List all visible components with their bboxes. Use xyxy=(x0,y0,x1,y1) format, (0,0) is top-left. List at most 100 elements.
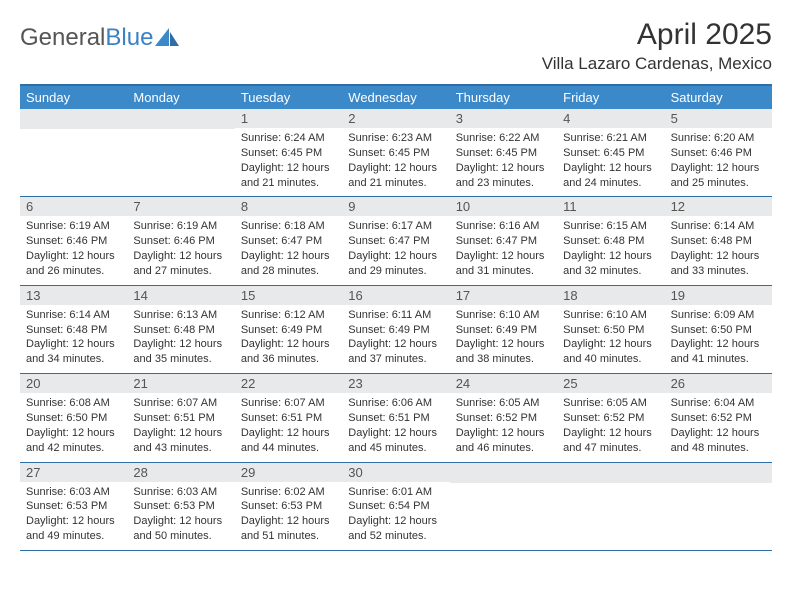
dow-sat: Saturday xyxy=(665,86,772,109)
day-body xyxy=(20,129,127,189)
day-cell: 26Sunrise: 6:04 AMSunset: 6:52 PMDayligh… xyxy=(665,374,772,461)
dow-sun: Sunday xyxy=(20,86,127,109)
day-body: Sunrise: 6:10 AMSunset: 6:50 PMDaylight:… xyxy=(557,305,664,373)
day-number: 22 xyxy=(235,374,342,393)
day-number: 18 xyxy=(557,286,664,305)
day-body: Sunrise: 6:05 AMSunset: 6:52 PMDaylight:… xyxy=(450,393,557,461)
day-number: 28 xyxy=(127,463,234,482)
day-number xyxy=(665,463,772,483)
day-cell: 15Sunrise: 6:12 AMSunset: 6:49 PMDayligh… xyxy=(235,286,342,373)
day-cell: 24Sunrise: 6:05 AMSunset: 6:52 PMDayligh… xyxy=(450,374,557,461)
day-body: Sunrise: 6:13 AMSunset: 6:48 PMDaylight:… xyxy=(127,305,234,373)
day-body xyxy=(127,129,234,189)
location: Villa Lazaro Cardenas, Mexico xyxy=(542,54,772,74)
day-cell xyxy=(665,463,772,550)
brand-logo: GeneralBlue xyxy=(20,18,179,52)
day-cell: 22Sunrise: 6:07 AMSunset: 6:51 PMDayligh… xyxy=(235,374,342,461)
day-cell: 12Sunrise: 6:14 AMSunset: 6:48 PMDayligh… xyxy=(665,197,772,284)
dow-wed: Wednesday xyxy=(342,86,449,109)
day-body: Sunrise: 6:19 AMSunset: 6:46 PMDaylight:… xyxy=(127,216,234,284)
day-number: 11 xyxy=(557,197,664,216)
day-cell: 10Sunrise: 6:16 AMSunset: 6:47 PMDayligh… xyxy=(450,197,557,284)
day-cell: 6Sunrise: 6:19 AMSunset: 6:46 PMDaylight… xyxy=(20,197,127,284)
day-cell: 2Sunrise: 6:23 AMSunset: 6:45 PMDaylight… xyxy=(342,109,449,196)
day-cell: 23Sunrise: 6:06 AMSunset: 6:51 PMDayligh… xyxy=(342,374,449,461)
day-number xyxy=(127,109,234,129)
day-body: Sunrise: 6:04 AMSunset: 6:52 PMDaylight:… xyxy=(665,393,772,461)
day-number: 13 xyxy=(20,286,127,305)
day-body: Sunrise: 6:12 AMSunset: 6:49 PMDaylight:… xyxy=(235,305,342,373)
day-body: Sunrise: 6:02 AMSunset: 6:53 PMDaylight:… xyxy=(235,482,342,550)
day-body: Sunrise: 6:01 AMSunset: 6:54 PMDaylight:… xyxy=(342,482,449,550)
day-number xyxy=(557,463,664,483)
dow-row: Sunday Monday Tuesday Wednesday Thursday… xyxy=(20,86,772,109)
day-cell: 18Sunrise: 6:10 AMSunset: 6:50 PMDayligh… xyxy=(557,286,664,373)
day-cell: 29Sunrise: 6:02 AMSunset: 6:53 PMDayligh… xyxy=(235,463,342,550)
title-block: April 2025 Villa Lazaro Cardenas, Mexico xyxy=(542,18,772,74)
day-number: 17 xyxy=(450,286,557,305)
day-body: Sunrise: 6:14 AMSunset: 6:48 PMDaylight:… xyxy=(20,305,127,373)
day-body: Sunrise: 6:17 AMSunset: 6:47 PMDaylight:… xyxy=(342,216,449,284)
calendar: Sunday Monday Tuesday Wednesday Thursday… xyxy=(20,84,772,551)
week-row: 20Sunrise: 6:08 AMSunset: 6:50 PMDayligh… xyxy=(20,374,772,462)
day-body: Sunrise: 6:16 AMSunset: 6:47 PMDaylight:… xyxy=(450,216,557,284)
week-row: 1Sunrise: 6:24 AMSunset: 6:45 PMDaylight… xyxy=(20,109,772,197)
day-body: Sunrise: 6:22 AMSunset: 6:45 PMDaylight:… xyxy=(450,128,557,196)
day-body: Sunrise: 6:14 AMSunset: 6:48 PMDaylight:… xyxy=(665,216,772,284)
day-body: Sunrise: 6:23 AMSunset: 6:45 PMDaylight:… xyxy=(342,128,449,196)
day-body: Sunrise: 6:15 AMSunset: 6:48 PMDaylight:… xyxy=(557,216,664,284)
day-number: 24 xyxy=(450,374,557,393)
day-body: Sunrise: 6:08 AMSunset: 6:50 PMDaylight:… xyxy=(20,393,127,461)
day-number: 1 xyxy=(235,109,342,128)
day-body: Sunrise: 6:06 AMSunset: 6:51 PMDaylight:… xyxy=(342,393,449,461)
day-number: 25 xyxy=(557,374,664,393)
day-number: 29 xyxy=(235,463,342,482)
day-cell xyxy=(450,463,557,550)
day-cell xyxy=(20,109,127,196)
day-cell: 13Sunrise: 6:14 AMSunset: 6:48 PMDayligh… xyxy=(20,286,127,373)
day-number: 10 xyxy=(450,197,557,216)
day-cell: 28Sunrise: 6:03 AMSunset: 6:53 PMDayligh… xyxy=(127,463,234,550)
week-row: 27Sunrise: 6:03 AMSunset: 6:53 PMDayligh… xyxy=(20,463,772,551)
day-cell: 30Sunrise: 6:01 AMSunset: 6:54 PMDayligh… xyxy=(342,463,449,550)
day-body: Sunrise: 6:07 AMSunset: 6:51 PMDaylight:… xyxy=(127,393,234,461)
day-body: Sunrise: 6:10 AMSunset: 6:49 PMDaylight:… xyxy=(450,305,557,373)
day-cell: 21Sunrise: 6:07 AMSunset: 6:51 PMDayligh… xyxy=(127,374,234,461)
day-cell xyxy=(127,109,234,196)
day-cell: 8Sunrise: 6:18 AMSunset: 6:47 PMDaylight… xyxy=(235,197,342,284)
day-cell: 17Sunrise: 6:10 AMSunset: 6:49 PMDayligh… xyxy=(450,286,557,373)
day-body: Sunrise: 6:19 AMSunset: 6:46 PMDaylight:… xyxy=(20,216,127,284)
day-cell: 11Sunrise: 6:15 AMSunset: 6:48 PMDayligh… xyxy=(557,197,664,284)
day-body: Sunrise: 6:11 AMSunset: 6:49 PMDaylight:… xyxy=(342,305,449,373)
day-cell: 4Sunrise: 6:21 AMSunset: 6:45 PMDaylight… xyxy=(557,109,664,196)
day-body: Sunrise: 6:03 AMSunset: 6:53 PMDaylight:… xyxy=(20,482,127,550)
dow-fri: Friday xyxy=(557,86,664,109)
day-number: 9 xyxy=(342,197,449,216)
day-cell: 5Sunrise: 6:20 AMSunset: 6:46 PMDaylight… xyxy=(665,109,772,196)
day-number: 8 xyxy=(235,197,342,216)
day-number: 15 xyxy=(235,286,342,305)
day-number: 14 xyxy=(127,286,234,305)
day-number xyxy=(20,109,127,129)
day-number: 4 xyxy=(557,109,664,128)
week-row: 13Sunrise: 6:14 AMSunset: 6:48 PMDayligh… xyxy=(20,286,772,374)
header: GeneralBlue April 2025 Villa Lazaro Card… xyxy=(20,18,772,74)
brand-general: General xyxy=(20,24,105,52)
dow-mon: Monday xyxy=(127,86,234,109)
day-body: Sunrise: 6:20 AMSunset: 6:46 PMDaylight:… xyxy=(665,128,772,196)
day-body: Sunrise: 6:18 AMSunset: 6:47 PMDaylight:… xyxy=(235,216,342,284)
day-cell: 7Sunrise: 6:19 AMSunset: 6:46 PMDaylight… xyxy=(127,197,234,284)
day-cell: 9Sunrise: 6:17 AMSunset: 6:47 PMDaylight… xyxy=(342,197,449,284)
day-body: Sunrise: 6:03 AMSunset: 6:53 PMDaylight:… xyxy=(127,482,234,550)
day-cell: 27Sunrise: 6:03 AMSunset: 6:53 PMDayligh… xyxy=(20,463,127,550)
day-number xyxy=(450,463,557,483)
day-number: 20 xyxy=(20,374,127,393)
day-number: 2 xyxy=(342,109,449,128)
sail-icon xyxy=(155,25,179,43)
day-number: 5 xyxy=(665,109,772,128)
day-number: 3 xyxy=(450,109,557,128)
day-cell: 19Sunrise: 6:09 AMSunset: 6:50 PMDayligh… xyxy=(665,286,772,373)
day-body xyxy=(450,483,557,543)
day-number: 7 xyxy=(127,197,234,216)
day-body: Sunrise: 6:24 AMSunset: 6:45 PMDaylight:… xyxy=(235,128,342,196)
